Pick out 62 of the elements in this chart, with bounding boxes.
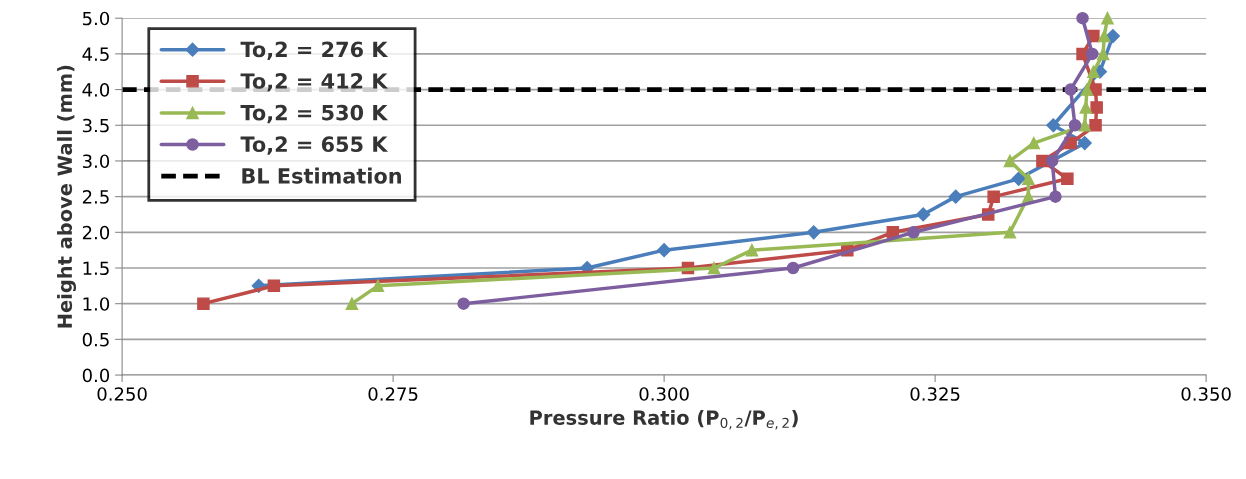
point xyxy=(1027,136,1041,150)
point xyxy=(745,243,759,257)
y-tick-label: 4.0 xyxy=(82,83,110,97)
point xyxy=(1086,47,1099,61)
point xyxy=(345,297,359,310)
point xyxy=(1077,136,1092,151)
point xyxy=(457,297,470,310)
point xyxy=(1046,118,1061,133)
x-tick-label: 0.325 xyxy=(910,387,960,401)
point xyxy=(1105,28,1120,44)
point xyxy=(267,279,281,293)
x-tick-label: 0.275 xyxy=(368,387,418,401)
y-axis-title: Height above Wall (mm) xyxy=(57,65,77,328)
y-tick-label: 1.5 xyxy=(83,261,109,276)
point xyxy=(1003,154,1017,168)
point xyxy=(1089,83,1102,96)
point xyxy=(1076,11,1089,25)
point xyxy=(1087,65,1100,78)
point xyxy=(1061,172,1074,186)
y-tick-label: 3.0 xyxy=(82,154,110,169)
point xyxy=(1078,119,1091,132)
y-tick-label: 4.5 xyxy=(82,47,109,61)
point xyxy=(948,189,963,204)
point xyxy=(1079,101,1093,114)
point xyxy=(907,226,920,239)
y-tick-label: 1.0 xyxy=(83,297,110,311)
point xyxy=(1101,11,1114,25)
point xyxy=(1090,101,1103,114)
y-tick-label: 2.5 xyxy=(82,190,109,204)
y-tick-label: 0.5 xyxy=(82,332,109,347)
point xyxy=(1011,171,1026,186)
point xyxy=(1068,119,1082,132)
point xyxy=(707,261,721,275)
point xyxy=(1045,154,1059,168)
y-tick-label: 3.5 xyxy=(82,118,109,133)
legend-label: BL Estimation xyxy=(242,167,401,184)
y-tick-label: 2.0 xyxy=(82,225,110,240)
legend-label: To,2 = 530 K xyxy=(240,104,389,124)
point xyxy=(786,261,800,275)
legend-label: To,2 = 412 K xyxy=(240,73,389,92)
legend-label: To,2 = 655 K xyxy=(240,136,389,155)
y-tick-label: 5.0 xyxy=(82,11,110,26)
point xyxy=(657,243,672,258)
point xyxy=(1080,83,1094,96)
y-tick-label: 0.0 xyxy=(82,368,110,383)
point xyxy=(197,297,210,310)
point xyxy=(1064,83,1077,96)
point xyxy=(371,279,385,293)
point xyxy=(806,225,821,240)
point xyxy=(1097,29,1111,43)
legend-label: To,2 = 276 K xyxy=(240,41,389,60)
x-axis-title: Pressure Ratio (P$_{0,2}$/P$_{e,2}$) xyxy=(530,409,798,430)
x-tick-label: 0.250 xyxy=(97,387,147,401)
point xyxy=(1022,172,1035,186)
point xyxy=(1096,47,1110,61)
point xyxy=(1049,190,1062,203)
point xyxy=(1003,226,1017,239)
point xyxy=(1089,119,1102,132)
x-tick-label: 0.300 xyxy=(639,387,689,401)
point xyxy=(987,190,1000,203)
x-tick-label: 0.350 xyxy=(1181,387,1231,401)
point xyxy=(916,207,931,222)
